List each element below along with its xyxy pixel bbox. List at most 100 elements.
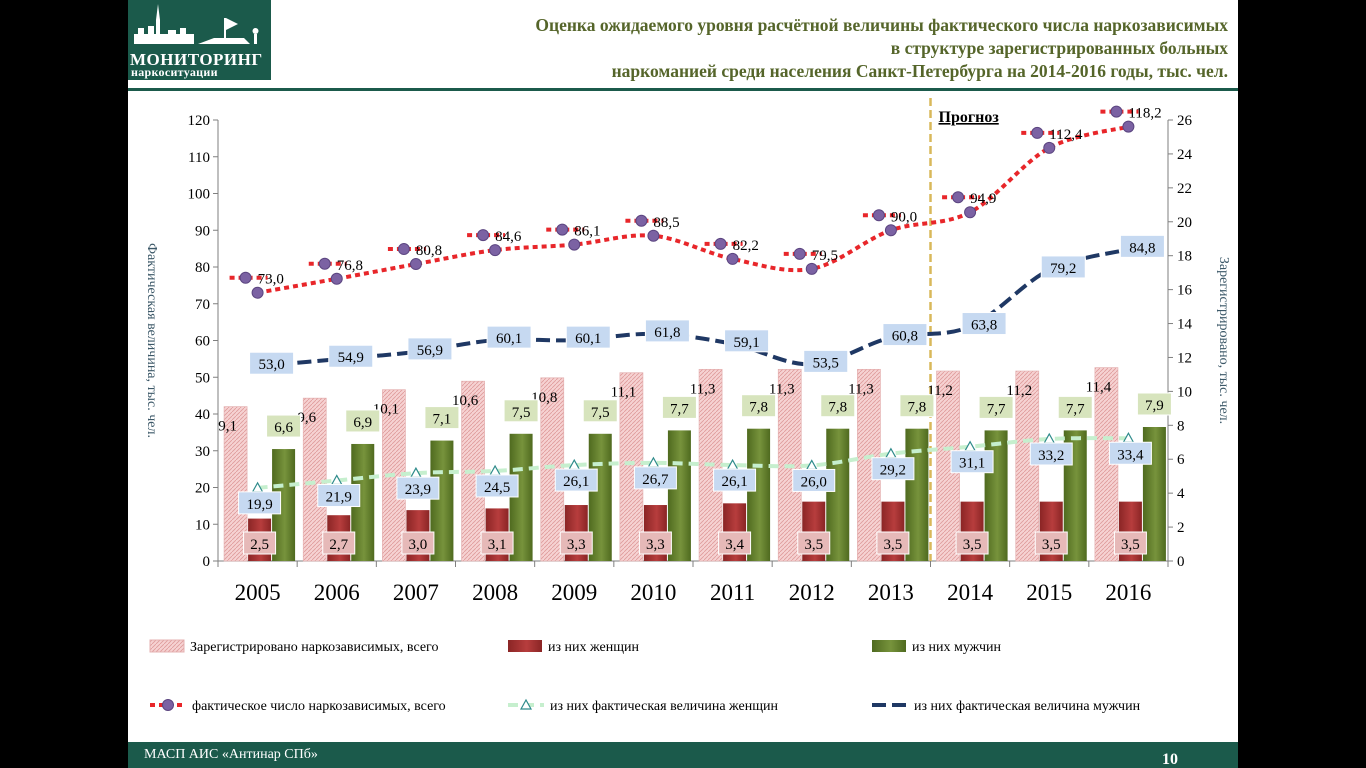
line-total-label-dot: [793, 247, 806, 260]
bar-women-label-box: [638, 531, 672, 555]
line-total-point: [1122, 120, 1135, 133]
chart-title-line-2: в структуре зарегистрированных больных: [890, 38, 1228, 58]
bar-women-label-box: [401, 531, 435, 555]
line-women-label: 21,9: [326, 490, 352, 506]
bar-women-label: 2,7: [329, 537, 348, 553]
line-total-label-dot: [556, 223, 569, 236]
bar-men-label: 7,8: [749, 400, 768, 416]
line-men-label: 60,1: [575, 331, 601, 347]
bar-men-label: 7,7: [670, 401, 689, 417]
line-women-label-box: [554, 468, 598, 492]
line-total-point: [409, 258, 422, 271]
bar-total-label: 10,6: [452, 393, 479, 409]
bar-total-label: 9,1: [218, 419, 237, 435]
slide: МОНИТОРИНГ наркоситуации Оценка ожидаемо…: [128, 0, 1238, 768]
line-men-label: 56,9: [417, 343, 443, 359]
bar-men-label-box: [582, 399, 618, 423]
bar-men: [826, 428, 850, 561]
bar-women-label-box: [797, 531, 831, 555]
bar-women-label: 3,1: [488, 537, 507, 553]
bar-men-label: 7,8: [828, 400, 847, 416]
y-right-tick-label: 18: [1177, 249, 1192, 265]
x-tick-label: 2013: [868, 580, 914, 605]
legend-men-registered: из них мужчин: [872, 640, 1002, 655]
line-total-point: [726, 252, 739, 265]
logo: МОНИТОРИНГ наркоситуации: [128, 0, 271, 80]
bar-men-label-box: [424, 406, 460, 430]
line-women-label: 19,9: [246, 497, 272, 513]
bar-men-label-box: [266, 414, 302, 438]
line-total-point: [568, 238, 581, 251]
line-men-label-box: [486, 325, 532, 349]
line-men-label: 59,1: [733, 335, 759, 351]
line-total-label-dot: [1110, 105, 1123, 118]
chart-title-line-3: наркоманией среди населения Санкт-Петерб…: [611, 61, 1228, 81]
line-total-label: 118,2: [1128, 106, 1161, 122]
legend-men-registered-label: из них мужчин: [912, 640, 1002, 655]
line-total-label-dot: [872, 209, 885, 222]
line-total-label-dot: [477, 229, 490, 242]
line-women-label: 26,1: [721, 474, 747, 490]
bar-women-label-box: [718, 531, 752, 555]
line-men-label-box: [724, 329, 770, 353]
line-total-label-dot: [714, 237, 727, 250]
legend-women-registered-label: из них женщин: [548, 640, 639, 655]
bar-men-label: 6,9: [353, 415, 372, 431]
bar-men-label-box: [345, 409, 381, 433]
legend-women-actual-marker: [519, 698, 533, 710]
line-men-label: 61,8: [654, 325, 680, 341]
bar-men-label-box: [820, 394, 856, 418]
line-women-label: 31,1: [959, 456, 985, 472]
bar-men-label-box: [978, 395, 1014, 419]
bar-men-label-box: [899, 394, 935, 418]
line-women-label-box: [633, 466, 677, 490]
line-women-label-box: [317, 484, 361, 508]
x-tick-label: 2009: [551, 580, 597, 605]
line-men-label-box: [249, 351, 295, 375]
line-women-label: 29,2: [880, 463, 906, 479]
line-men-label-box: [644, 319, 690, 343]
x-tick-label: 2014: [947, 580, 994, 605]
x-tick-label: 2011: [710, 580, 755, 605]
bar-women-label: 3,0: [409, 537, 428, 553]
line-men-label-box: [961, 312, 1007, 336]
legend-women-registered-swatch: [508, 640, 542, 652]
line-total-path: [257, 124, 1129, 295]
line-total-point: [489, 244, 502, 257]
line-total-label: 112,4: [1049, 127, 1083, 143]
line-men-label: 60,8: [892, 329, 918, 345]
line-women-label: 26,0: [801, 474, 827, 490]
line-women-path: [257, 436, 1129, 490]
y-left-tick-label: 30: [195, 444, 210, 460]
bar-total: [1015, 370, 1040, 562]
y-right-tick-label: 8: [1177, 418, 1185, 434]
bar-women-label-box: [1034, 531, 1068, 555]
line-total-label: 90,0: [891, 209, 917, 225]
bar-men: [272, 449, 296, 561]
y-right-tick-label: 6: [1177, 452, 1185, 468]
line-men-label-box: [803, 349, 849, 373]
legend-men-actual: из них фактическая величина мужчин: [872, 699, 1141, 714]
bar-women-label: 3,5: [1042, 537, 1061, 553]
legend-total-actual: фактическое число наркозависимых, всего: [150, 699, 446, 714]
y-right-tick-label: 10: [1177, 384, 1192, 400]
bar-women-label: 3,5: [804, 537, 823, 553]
x-tick-label: 2012: [789, 580, 835, 605]
bar-total-label: 11,1: [611, 385, 637, 401]
line-men-path: [257, 247, 1129, 369]
legend-women-actual: из них фактическая величина женщин: [508, 698, 779, 714]
bar-men-label: 7,9: [1145, 398, 1164, 414]
legend-women-registered: из них женщин: [508, 640, 639, 655]
bar-total-label: 11,3: [769, 381, 795, 397]
forecast-label: Прогноз: [939, 109, 1000, 126]
chart: 0102030405060708090100110120024681012141…: [144, 98, 1231, 714]
y-right-tick-label: 24: [1177, 147, 1193, 163]
footer: МАСП АИС «Антинар СПб» 10: [128, 742, 1238, 768]
line-total-label-dot: [635, 214, 648, 227]
chart-title: Оценка ожидаемого уровня расчётной велич…: [378, 14, 1228, 83]
y-right-tick-label: 2: [1177, 520, 1185, 536]
line-men-label: 60,1: [496, 331, 522, 347]
line-total-label: 80,8: [416, 243, 442, 259]
line-total-point: [964, 206, 977, 219]
line-men-label: 79,2: [1050, 261, 1076, 277]
